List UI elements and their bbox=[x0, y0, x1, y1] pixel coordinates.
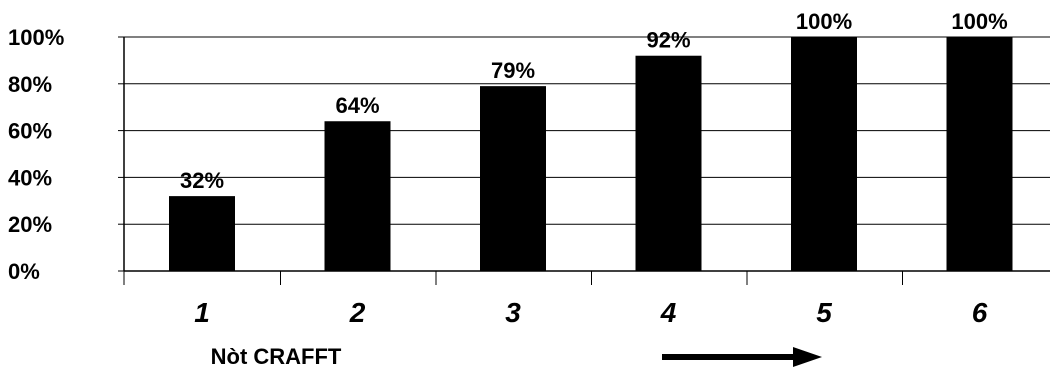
bar bbox=[480, 86, 546, 271]
right-arrow-icon bbox=[662, 347, 822, 367]
x-tick-label: 1 bbox=[194, 297, 210, 328]
x-tick-label: 4 bbox=[660, 297, 677, 328]
y-tick-label: 40% bbox=[8, 165, 52, 190]
data-label: 100% bbox=[951, 9, 1007, 34]
axes bbox=[123, 37, 1050, 285]
data-labels: 32% 64% 79% 92% 100% 100% bbox=[180, 9, 1008, 193]
y-tick-label: 80% bbox=[8, 72, 52, 97]
y-tick-label: 100% bbox=[8, 25, 64, 50]
x-tick-labels: 1 2 3 4 5 6 bbox=[194, 297, 988, 328]
x-tick-label: 2 bbox=[349, 297, 366, 328]
bar bbox=[324, 121, 391, 272]
data-label: 64% bbox=[335, 93, 379, 118]
data-label: 100% bbox=[796, 9, 852, 34]
x-tick-label: 5 bbox=[816, 297, 832, 328]
bar bbox=[635, 55, 702, 271]
data-label: 92% bbox=[646, 28, 690, 53]
bar bbox=[946, 37, 1013, 271]
bar bbox=[791, 37, 857, 271]
y-tick-label: 0% bbox=[8, 259, 40, 284]
x-axis-title: Nòt CRAFFT bbox=[211, 344, 342, 369]
data-label: 32% bbox=[180, 168, 224, 193]
data-label: 79% bbox=[491, 58, 535, 83]
x-tick-label: 6 bbox=[972, 297, 988, 328]
bars bbox=[169, 37, 1013, 272]
y-tick-label: 60% bbox=[8, 119, 52, 144]
y-tick-label: 20% bbox=[8, 212, 52, 237]
x-tick-label: 3 bbox=[505, 297, 521, 328]
y-tick-labels: 0% 20% 40% 60% 80% 100% bbox=[8, 25, 64, 284]
gridlines bbox=[118, 36, 1050, 272]
bar bbox=[169, 196, 235, 271]
